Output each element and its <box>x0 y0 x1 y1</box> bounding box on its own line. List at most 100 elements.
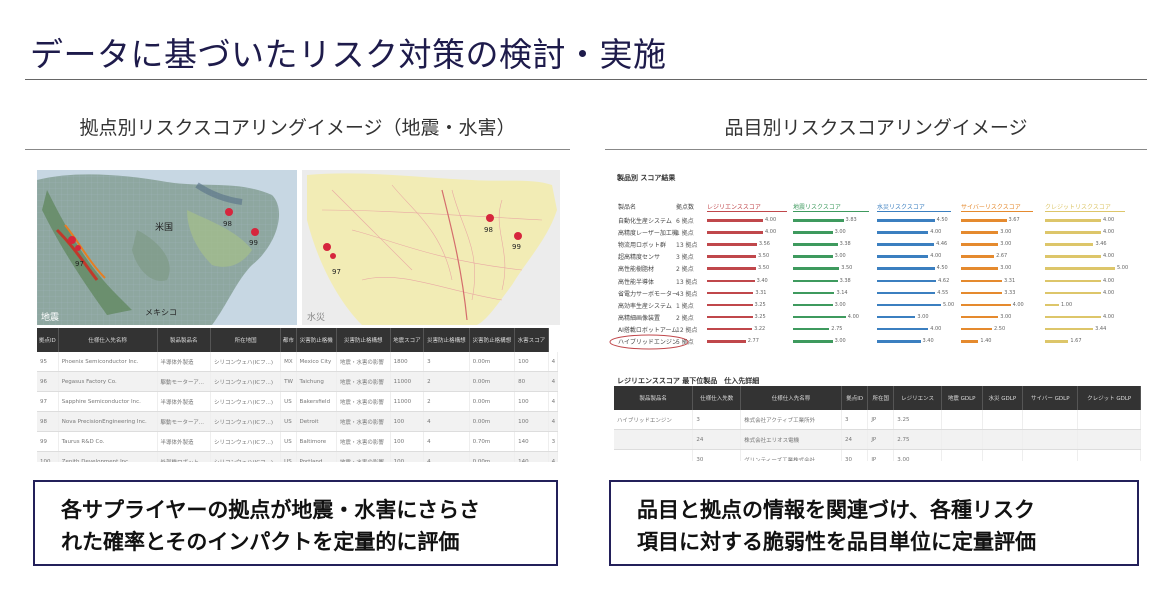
right-callout-line-1: 品目と拠点の情報を関連づけ、各種リスク <box>637 498 1035 522</box>
table-cell: Zenith Development Inc. <box>58 451 158 462</box>
map-country-label: 米国 <box>155 221 173 233</box>
score-value-label: 4.50 <box>936 217 948 223</box>
table-cell: Taichung <box>296 371 337 392</box>
flood-pin-label-99: 99 <box>512 243 521 251</box>
table-cell: 半導体外製造 <box>157 352 211 372</box>
pin-label-97: 97 <box>75 260 84 268</box>
score-bar <box>707 303 753 307</box>
score-column-rule <box>961 211 1033 212</box>
score-bar <box>1045 327 1094 331</box>
score-bar <box>877 315 916 319</box>
table-cell: Detroit <box>296 411 337 432</box>
score-bar <box>793 340 833 343</box>
score-column-rule <box>1045 211 1125 212</box>
score-bar <box>961 303 1011 307</box>
score-bar <box>707 231 763 234</box>
detail-empty-cell <box>1022 429 1079 450</box>
table-cell: 140 <box>514 431 549 452</box>
table-cell: Taurus R&D Co. <box>58 431 158 452</box>
score-bar <box>1045 303 1059 307</box>
score-bar <box>793 327 830 331</box>
detail-header: 地震 GDLP <box>941 386 983 410</box>
product-name: AI搭載ロボットアーム <box>618 326 678 334</box>
site-table-header: 拠点ID <box>37 328 59 352</box>
left-callout: 各サプライヤーの拠点が地震・水害にさらさ れた確率とそのインパクトを定量的に評価 <box>33 480 558 566</box>
score-bar <box>877 327 929 331</box>
right-callout-line-2: 項目に対する脆弱性を品目単位に定量評価 <box>637 530 1036 554</box>
table-cell: シリコンウェハ(ICフ...) <box>210 411 282 432</box>
score-bar <box>1045 243 1094 246</box>
flood-pin-99: 99 <box>512 232 522 251</box>
detail-cell: 3 <box>692 410 742 430</box>
table-cell: 100 <box>390 411 425 432</box>
table-cell: 4 <box>548 352 558 372</box>
score-bar <box>961 267 999 270</box>
score-value-label: 3.14 <box>836 289 848 296</box>
score-bar <box>877 219 935 222</box>
table-cell: 0.00m <box>469 451 516 462</box>
table-cell: MX <box>280 352 297 372</box>
detail-empty-cell <box>941 410 983 430</box>
detail-table: 製品製品名 仕様仕入先数 仕様仕入先名称 拠点ID 所在国 レジリエンス 地震 GDLP 水災… <box>614 386 1141 461</box>
score-value-label: 3.22 <box>754 325 766 332</box>
product-site-count: 6 拠点 <box>676 218 694 225</box>
score-value-label: 4.00 <box>930 325 942 332</box>
table-cell: 4 <box>423 431 470 452</box>
table-cell: US <box>280 451 297 462</box>
table-cell: シリコンウェハ(ICフ...) <box>210 431 282 452</box>
table-cell: 80 <box>514 371 549 392</box>
detail-title: レジリエンススコア 最下位製品 仕入先詳細 <box>617 377 760 385</box>
score-column-rule <box>793 211 869 212</box>
product-site-count: 12 拠点 <box>676 326 698 334</box>
table-cell: 99 <box>37 431 59 452</box>
score-value-label: 1.67 <box>1070 338 1082 344</box>
score-value-label: 3.00 <box>917 313 929 320</box>
detail-cell: 株式会社エリオス電機 <box>740 429 842 450</box>
table-cell: Baltimore <box>296 431 337 452</box>
site-table-header: 災害防止格機 <box>296 328 337 352</box>
product-name: 高効率生産システム <box>618 302 672 310</box>
score-bar <box>707 340 746 343</box>
detail-product-cell <box>614 449 694 461</box>
product-name: 高精細画像装置 <box>618 314 661 322</box>
score-bar <box>793 279 838 282</box>
earthquake-map: 米国 メキシコ 地震 97 98 99 <box>37 170 297 325</box>
score-bar <box>1045 231 1101 234</box>
table-cell: 95 <box>37 352 59 372</box>
score-value-label: 4.00 <box>1103 253 1115 260</box>
detail-empty-cell <box>1077 429 1141 450</box>
table-cell: 100 <box>390 451 425 462</box>
table-cell: Pegasus Factory Co. <box>58 371 158 392</box>
col-product-name: 製品名 <box>618 204 637 211</box>
detail-empty-cell <box>982 449 1024 461</box>
table-cell: Bakersfield <box>296 391 337 412</box>
detail-cell: 3.00 <box>893 449 942 461</box>
map-right-label: 水災 <box>307 311 325 323</box>
score-value-label: 4.00 <box>1012 301 1024 308</box>
detail-empty-cell <box>1022 410 1079 430</box>
score-value-label: 3.44 <box>1095 325 1107 332</box>
table-row: 97 Sapphire Semiconductor Inc. 半導体外製造 シリコンウ… <box>37 391 558 412</box>
table-cell: 100 <box>37 451 59 462</box>
table-row: 99 Taurus R&D Co. 半導体外製造 シリコンウェハ(ICフ...) US B… <box>37 431 558 452</box>
table-cell: TW <box>280 371 297 392</box>
score-value-label: 3.00 <box>834 301 846 308</box>
detail-empty-cell <box>941 429 983 450</box>
score-bar <box>877 231 929 234</box>
score-value-label: 3.00 <box>834 253 846 260</box>
detail-header: クレジット GDLP <box>1077 386 1141 410</box>
score-value-label: 3.40 <box>756 277 768 284</box>
score-value-label: 5.00 <box>1117 265 1129 272</box>
detail-cell: 3 <box>841 410 869 430</box>
site-table-header: 所在地国 <box>210 328 282 352</box>
table-cell: 140 <box>514 451 549 462</box>
score-bar <box>877 340 921 343</box>
score-bar <box>707 267 756 270</box>
score-value-label: 2.75 <box>831 325 843 332</box>
score-bar <box>793 315 846 319</box>
map-pin-98: 98 <box>223 208 233 228</box>
score-column-rule <box>707 211 787 212</box>
detail-cell: 株式会社アクティブ工業所外 <box>740 410 842 430</box>
score-bar <box>877 279 937 282</box>
